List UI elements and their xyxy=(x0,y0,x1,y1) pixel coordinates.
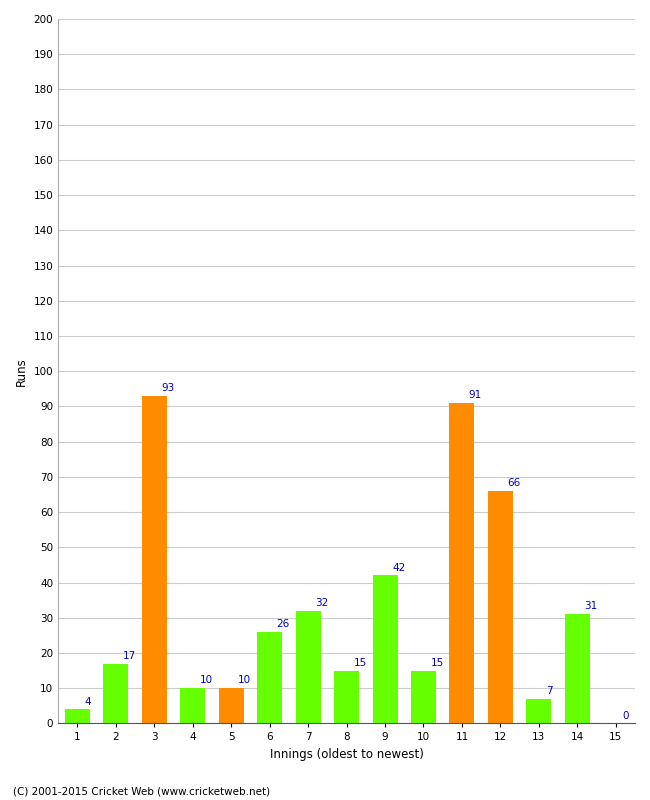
Text: 66: 66 xyxy=(508,478,521,488)
X-axis label: Innings (oldest to newest): Innings (oldest to newest) xyxy=(270,748,424,761)
Text: 42: 42 xyxy=(392,562,405,573)
Bar xyxy=(180,688,205,723)
Bar xyxy=(103,663,128,723)
Bar xyxy=(257,632,282,723)
Bar xyxy=(142,396,167,723)
Text: 17: 17 xyxy=(123,650,136,661)
Text: 93: 93 xyxy=(161,383,174,393)
Bar xyxy=(526,698,551,723)
Bar xyxy=(449,403,474,723)
Bar xyxy=(65,710,90,723)
Y-axis label: Runs: Runs xyxy=(15,357,28,386)
Text: 4: 4 xyxy=(84,697,91,706)
Bar xyxy=(488,491,513,723)
Text: 26: 26 xyxy=(277,619,290,629)
Bar xyxy=(218,688,244,723)
Text: 0: 0 xyxy=(623,710,629,721)
Bar xyxy=(334,670,359,723)
Text: 15: 15 xyxy=(430,658,444,668)
Text: 31: 31 xyxy=(584,602,597,611)
Bar xyxy=(411,670,436,723)
Text: (C) 2001-2015 Cricket Web (www.cricketweb.net): (C) 2001-2015 Cricket Web (www.cricketwe… xyxy=(13,786,270,796)
Bar xyxy=(565,614,590,723)
Text: 10: 10 xyxy=(238,675,252,686)
Bar xyxy=(372,575,398,723)
Text: 10: 10 xyxy=(200,675,213,686)
Text: 15: 15 xyxy=(354,658,367,668)
Text: 91: 91 xyxy=(469,390,482,400)
Bar xyxy=(296,610,320,723)
Text: 32: 32 xyxy=(315,598,328,608)
Text: 7: 7 xyxy=(546,686,552,696)
